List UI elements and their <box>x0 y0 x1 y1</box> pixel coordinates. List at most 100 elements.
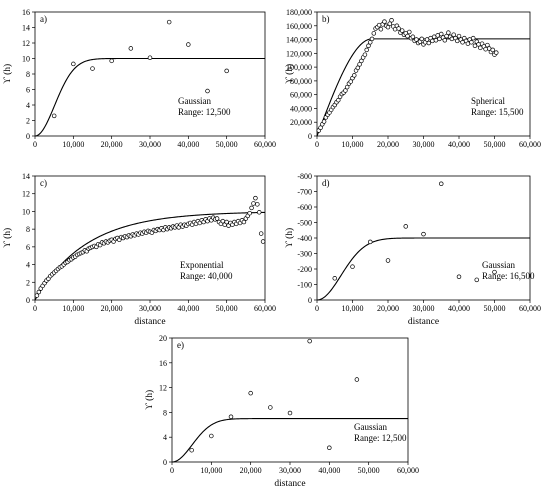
data-point <box>387 21 393 26</box>
data-point <box>469 40 474 45</box>
y-tick-label: 8 <box>163 408 167 417</box>
data-point <box>147 55 153 60</box>
model-fit-line <box>316 237 530 301</box>
data-point <box>490 47 495 53</box>
data-point <box>362 52 368 57</box>
x-tick-label: 60,000 <box>397 466 419 475</box>
panel-c: 0 10,000 20,000 30,000 40,000 50,000 60,000 0 2 4… <box>2 172 276 327</box>
data-point <box>350 264 355 269</box>
data-point <box>209 433 214 439</box>
y-tick-label: -300 <box>297 250 312 259</box>
y-tick-label: 6 <box>26 86 30 95</box>
y-tick-label: 0 <box>308 132 312 141</box>
x-tick-label: 50,000 <box>484 304 506 313</box>
data-point <box>414 37 419 42</box>
data-point <box>247 210 252 216</box>
data-point <box>321 119 327 124</box>
range-annotation: Range: 12,500 <box>178 107 231 117</box>
data-point <box>474 277 480 283</box>
data-point <box>369 36 375 42</box>
y-tick-label: 8 <box>26 70 30 79</box>
data-point <box>36 289 42 295</box>
y-tick-label: 80,000 <box>290 77 312 86</box>
x-tick-label: 0 <box>33 304 37 313</box>
x-axis-title: distance <box>274 479 305 489</box>
y-axis-title: ϒ (h) <box>2 64 13 84</box>
x-tick-label: 10,000 <box>342 304 364 313</box>
y-tick-label: 180,000 <box>286 8 312 17</box>
panel-label: c) <box>40 178 47 188</box>
y-tick-label: 10 <box>22 55 30 64</box>
data-point <box>224 68 229 74</box>
y-tick-label: 40,000 <box>290 104 312 113</box>
data-point <box>258 231 264 236</box>
panel-e: 0 10,000 20,000 30,000 40,000 50,000 60,000 0 4 8… <box>144 334 419 489</box>
x-tick-label: 50,000 <box>216 140 238 149</box>
x-tick-label: 40,000 <box>177 304 199 313</box>
x-tick-label: 10,000 <box>62 140 84 149</box>
data-point <box>449 36 455 42</box>
plot-frame <box>34 175 266 301</box>
data-point <box>109 58 114 64</box>
y-tick-label: 0 <box>26 132 30 141</box>
y-tick-label: 8 <box>26 225 30 234</box>
x-tick-label: 0 <box>315 140 319 149</box>
data-point <box>186 42 191 47</box>
x-tick-label: 20,000 <box>101 304 123 313</box>
data-point <box>260 239 266 244</box>
data-point <box>166 19 172 25</box>
data-point <box>419 36 424 42</box>
data-point <box>214 216 220 221</box>
x-tick-label: 60,000 <box>254 304 276 313</box>
x-tick-label: 0 <box>315 304 319 313</box>
model-name: Spherical <box>471 96 505 106</box>
y-tick-label: 4 <box>26 101 30 110</box>
y-tick-label: 6 <box>26 243 30 252</box>
range-annotation: Range: 16,500 <box>482 271 535 281</box>
data-point <box>371 31 377 36</box>
y-tick-label: -600 <box>297 203 312 212</box>
x-tick-label: 30,000 <box>139 304 161 313</box>
y-tick-label: -100 <box>297 281 312 290</box>
data-point <box>385 258 391 263</box>
x-tick-label: 20,000 <box>377 304 399 313</box>
y-tick-label: -200 <box>297 265 312 274</box>
panel-label: e) <box>177 340 184 350</box>
model-name: Gaussian <box>482 260 515 270</box>
y-tick-label: -800 <box>297 172 312 181</box>
data-point <box>354 377 360 382</box>
x-tick-label: 10,000 <box>342 140 364 149</box>
range-annotation: Range: 15,500 <box>471 107 524 117</box>
x-tick-label: 30,000 <box>413 304 435 313</box>
y-axis-title: ϒ (h) <box>144 390 155 410</box>
data-point <box>287 410 293 416</box>
data-point <box>241 219 247 225</box>
plot-frame <box>171 337 409 463</box>
data-point <box>205 88 210 94</box>
data-point <box>364 47 369 53</box>
x-tick-label: 60,000 <box>254 140 276 149</box>
data-point <box>249 205 254 211</box>
y-tick-label: 140,000 <box>286 36 312 45</box>
data-point <box>378 26 384 32</box>
data-point <box>332 276 338 281</box>
model-name: Gaussian <box>178 96 211 106</box>
panel-label: d) <box>322 178 330 188</box>
data-point <box>357 62 362 67</box>
data-point <box>399 28 405 33</box>
data-point <box>368 40 373 45</box>
data-point <box>407 29 412 35</box>
y-tick-label: 16 <box>159 359 167 368</box>
data-point <box>421 231 426 237</box>
data-point <box>71 61 76 67</box>
data-point <box>366 43 371 49</box>
x-tick-label: 40,000 <box>177 140 199 149</box>
panel-b: 0 10,000 20,000 30,000 40,000 50,000 60,000 0 20… <box>284 8 541 149</box>
x-tick-label: 10,000 <box>62 304 84 313</box>
data-point <box>456 274 462 280</box>
y-tick-label: 2 <box>26 117 30 126</box>
data-point <box>336 97 341 103</box>
panel-label: a) <box>40 14 47 24</box>
y-tick-label: 14 <box>22 24 30 33</box>
data-point <box>307 338 312 344</box>
